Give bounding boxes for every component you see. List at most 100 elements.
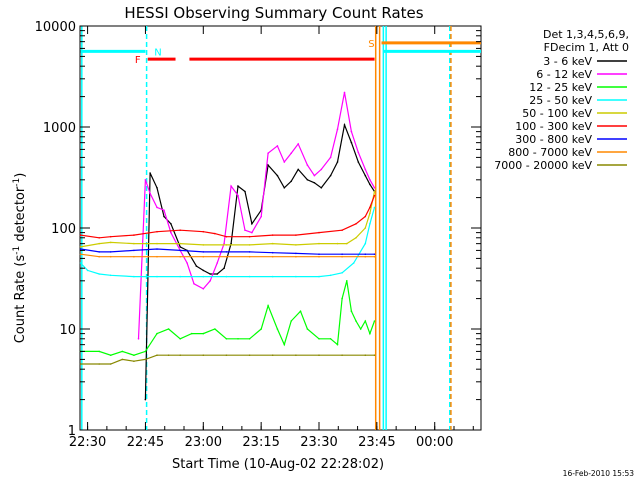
y-axis-label: Count Rate (s-1 detector-1) <box>12 173 28 344</box>
series-group <box>144 122 376 401</box>
x-tick-label: 00:00 <box>416 435 453 450</box>
data-point <box>373 187 376 189</box>
data-point <box>290 320 293 322</box>
data-point <box>290 152 293 154</box>
data-point <box>179 229 181 231</box>
flag-bars: N F S <box>80 39 481 66</box>
data-point <box>295 244 297 246</box>
data-point <box>329 274 332 277</box>
data-point <box>202 251 205 253</box>
data-point <box>260 215 263 218</box>
data-point <box>369 223 371 225</box>
vertical-markers <box>81 26 452 430</box>
data-point <box>225 255 228 258</box>
y-label-sup: -1 <box>12 246 22 255</box>
legend-label: 25 - 50 keV <box>529 94 592 107</box>
data-point <box>271 234 274 236</box>
data-point <box>186 262 188 264</box>
data-point <box>295 275 297 278</box>
data-point <box>359 328 362 330</box>
data-point <box>179 242 181 245</box>
legend-header: Det 1,3,4,5,6,9, <box>543 28 629 41</box>
data-point <box>267 152 269 154</box>
data-point <box>297 168 300 171</box>
y-tick-label: 1 <box>68 424 76 439</box>
data-point <box>179 255 181 258</box>
data-point <box>318 253 320 255</box>
data-point <box>225 251 228 253</box>
data-point <box>167 328 170 330</box>
data-point <box>225 354 228 357</box>
chart-title: HESSI Observing Summary Count Rates <box>124 4 423 22</box>
data-point <box>202 230 205 233</box>
data-point <box>336 242 339 245</box>
data-point <box>271 255 274 258</box>
data-point <box>202 255 205 258</box>
data-point <box>355 223 357 225</box>
data-point <box>216 262 218 264</box>
x-tick-label: 23:45 <box>358 435 395 450</box>
series-group <box>79 194 376 239</box>
data-point <box>260 328 263 330</box>
series-line <box>80 195 376 239</box>
data-point <box>346 242 348 245</box>
data-point <box>355 237 357 239</box>
data-point <box>355 320 357 322</box>
data-point <box>369 179 371 181</box>
data-point <box>214 328 216 330</box>
data-point <box>156 187 158 189</box>
data-point <box>216 273 218 275</box>
data-point <box>267 164 269 166</box>
flag-label: S <box>368 39 374 50</box>
data-point <box>364 174 367 177</box>
y-label-sup: -1 <box>12 178 22 187</box>
data-point <box>109 255 112 258</box>
data-point <box>336 128 339 130</box>
data-point <box>109 251 112 253</box>
data-point <box>350 141 353 144</box>
data-point <box>369 332 371 335</box>
data-point <box>98 273 100 275</box>
data-point <box>156 248 158 250</box>
data-point <box>230 185 232 187</box>
data-point <box>163 215 165 218</box>
data-point <box>341 272 343 274</box>
data-point <box>156 332 158 335</box>
data-point <box>267 304 269 307</box>
y-label-part: detector <box>13 186 28 246</box>
data-point <box>170 231 172 234</box>
data-point <box>364 320 367 322</box>
data-point <box>373 320 376 322</box>
legend-label: 800 - 7000 keV <box>508 146 592 159</box>
y-tick-label: 10 <box>59 323 76 338</box>
data-point <box>248 338 251 340</box>
axes: 22:30 22:45 23:00 23:15 23:30 23:45 00:00 1 10 10… <box>35 20 481 450</box>
data-point <box>318 338 320 340</box>
data-point <box>137 338 140 340</box>
data-point <box>318 275 320 278</box>
series-group <box>79 206 376 278</box>
x-tick-label: 23:00 <box>185 435 222 450</box>
data-point <box>352 262 355 264</box>
data-point <box>244 229 246 231</box>
x-tick-label: 23:30 <box>300 435 337 450</box>
data-point <box>364 253 367 255</box>
legend: Det 1,3,4,5,6,9, FDecim 1, Att 0 3 - 6 k… <box>494 28 629 172</box>
legend-header: FDecim 1, Att 0 <box>544 41 629 54</box>
y-tick-label: 100 <box>51 222 76 237</box>
data-point <box>225 235 228 238</box>
data-point <box>156 354 158 357</box>
data-point <box>329 338 332 340</box>
data-point <box>341 297 343 300</box>
data-point <box>318 255 320 258</box>
data-point <box>133 249 135 252</box>
data-point <box>109 274 112 277</box>
data-point <box>369 212 371 214</box>
data-point <box>225 338 228 340</box>
data-point <box>306 328 309 330</box>
data-point <box>283 343 286 346</box>
data-point <box>230 242 232 245</box>
data-point <box>98 363 100 365</box>
series-group <box>137 91 376 340</box>
data-point <box>341 255 343 258</box>
